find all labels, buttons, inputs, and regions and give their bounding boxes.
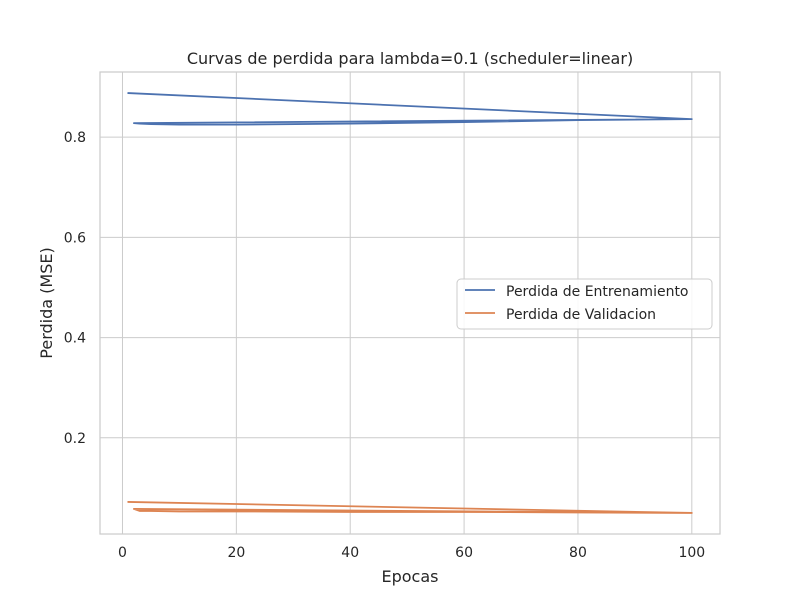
x-tick-label: 80: [569, 545, 587, 561]
x-tick-label: 20: [227, 545, 245, 561]
series-line-training: [127, 92, 693, 126]
y-axis-label: Perdida (MSE): [37, 247, 56, 358]
series-line-validation: [127, 501, 693, 514]
series-lines: [127, 92, 693, 514]
x-tick-label: 0: [118, 545, 127, 561]
x-tick-label: 40: [341, 545, 359, 561]
legend-box: [456, 278, 713, 330]
legend: Perdida de Entrenamiento Perdida de Vali…: [456, 278, 713, 330]
plot-frame: [99, 71, 721, 535]
x-tick-label: 100: [678, 545, 705, 561]
chart-title: Curvas de perdida para lambda=0.1 (sched…: [187, 49, 633, 68]
x-tick-label: 60: [455, 545, 473, 561]
y-tick-labels: 0.2 0.4 0.6 0.8: [64, 130, 86, 447]
x-tick-labels: 0 20 40 60 80 100: [118, 545, 705, 561]
y-tick-label: 0.4: [64, 331, 86, 347]
legend-label-training: Perdida de Entrenamiento: [506, 284, 689, 300]
y-tick-label: 0.2: [64, 431, 86, 447]
x-axis-label: Epocas: [382, 567, 439, 586]
y-tick-label: 0.8: [64, 130, 86, 146]
legend-label-validation: Perdida de Validacion: [506, 307, 656, 323]
y-tick-label: 0.6: [64, 230, 86, 246]
